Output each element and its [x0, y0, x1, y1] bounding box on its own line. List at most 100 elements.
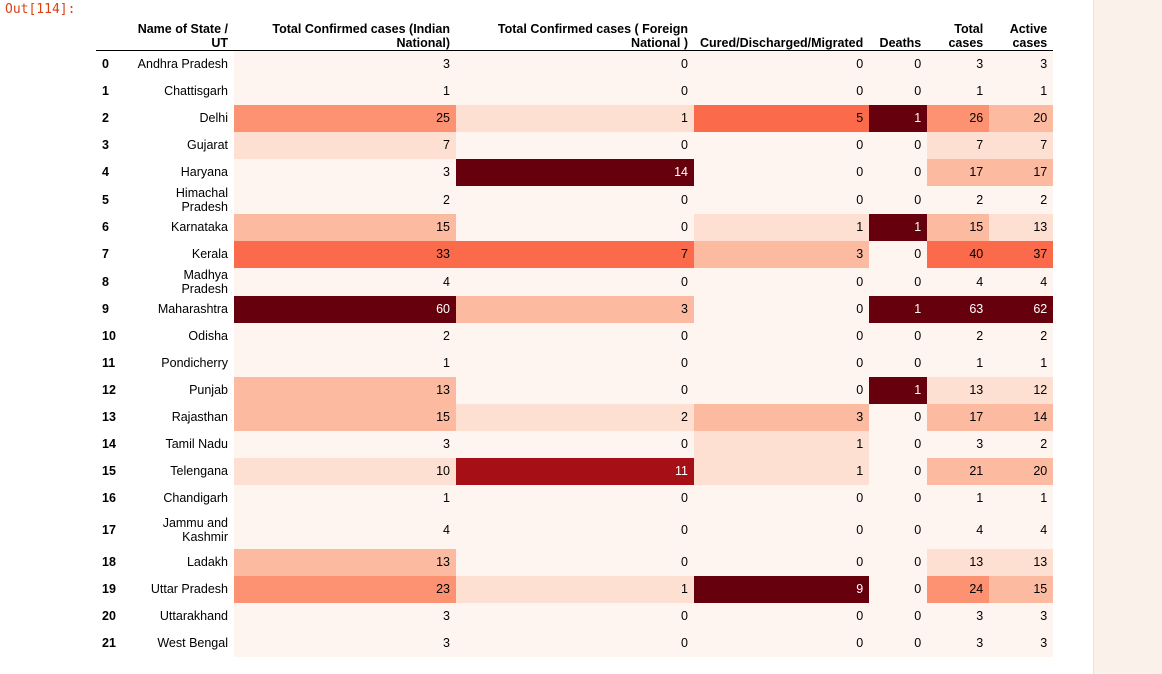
indian-cell: 33: [234, 240, 456, 268]
cured-cell: 1: [694, 430, 870, 458]
row-index: 16: [102, 491, 116, 505]
foreign-cell: 7: [456, 240, 694, 268]
cured-cell: 3: [694, 403, 870, 431]
total-cell: 17: [927, 403, 990, 431]
foreign-cell: 0: [456, 185, 694, 214]
foreign-cell: 0: [456, 629, 694, 657]
deaths-cell: 0: [869, 240, 928, 268]
cured-cell: 0: [694, 50, 870, 78]
total-cell: 3: [927, 50, 990, 78]
cured-cell: 0: [694, 602, 870, 630]
state-name-cell: Chandigarh: [163, 491, 228, 505]
total-cell: 3: [927, 430, 990, 458]
deaths-cell: 0: [869, 403, 928, 431]
cured-cell: 3: [694, 240, 870, 268]
foreign-cell: 0: [456, 602, 694, 630]
row-index: 5: [102, 192, 109, 207]
table-row: 5 Himachal Pradesh 2 0 0 0 2 2: [96, 185, 1054, 214]
table-row: 12 Punjab 13 0 0 1 13 12: [96, 376, 1054, 404]
total-cell: 15: [927, 213, 990, 241]
state-name-cell: Himachal Pradesh: [175, 185, 228, 214]
indian-cell: 1: [234, 349, 456, 377]
foreign-cell: 0: [456, 511, 694, 549]
state-name-cell: Chattisgarh: [164, 84, 228, 98]
deaths-cell: 0: [869, 484, 928, 512]
cured-cell: 0: [694, 548, 870, 576]
total-cell: 3: [927, 602, 990, 630]
row-index: 11: [102, 356, 116, 370]
cured-cell: 0: [694, 295, 870, 323]
active-cell: 13: [989, 213, 1054, 241]
row-index: 14: [102, 437, 116, 451]
col-header-foreign: Total Confirmed cases ( Foreign National…: [456, 16, 694, 51]
foreign-cell: 0: [456, 50, 694, 78]
active-cell: 2: [989, 185, 1054, 214]
col-header-cured: Cured/Discharged/Migrated: [694, 16, 870, 51]
active-cell: 2: [989, 430, 1054, 458]
row-index: 0: [102, 57, 109, 72]
row-index: 20: [102, 609, 116, 623]
state-name-cell: Ladakh: [186, 555, 228, 569]
table-row: 9 Maharashtra 60 3 0 1 63 62: [96, 295, 1054, 323]
state-name-cell: Pondicherry: [161, 356, 228, 370]
table-row: 2 Delhi 25 1 5 1 26 20: [96, 104, 1054, 132]
indian-cell: 25: [234, 104, 456, 132]
total-cell: 1: [927, 484, 990, 512]
active-cell: 37: [989, 240, 1054, 268]
indian-cell: 15: [234, 213, 456, 241]
foreign-cell: 0: [456, 213, 694, 241]
cured-cell: 0: [694, 484, 870, 512]
state-name-cell: Haryana: [180, 165, 228, 179]
indian-cell: 3: [234, 602, 456, 630]
deaths-cell: 0: [869, 185, 928, 214]
total-cell: 26: [927, 104, 990, 132]
table-row: 17 Jammu and Kashmir 4 0 0 0 4 4: [96, 511, 1054, 549]
row-index: 3: [102, 138, 109, 152]
deaths-cell: 1: [869, 295, 928, 323]
indian-cell: 4: [234, 511, 456, 549]
total-cell: 7: [927, 131, 990, 159]
table-body: 0 Andhra Pradesh 3 0 0 0 3 3 1 Chattisgarh 1 0 0 0 1 1 2…: [96, 50, 1054, 657]
indian-cell: 2: [234, 322, 456, 350]
active-cell: 7: [989, 131, 1054, 159]
state-name-cell: West Bengal: [157, 636, 228, 650]
deaths-cell: 1: [869, 376, 928, 404]
indian-cell: 13: [234, 548, 456, 576]
active-cell: 3: [989, 629, 1054, 657]
col-header-indian: Total Confirmed cases (Indian National): [234, 16, 456, 51]
cured-cell: 0: [694, 131, 870, 159]
cured-cell: 0: [694, 376, 870, 404]
indian-cell: 3: [234, 430, 456, 458]
dataframe-table: Name of State / UT Total Confirmed cases…: [96, 16, 1054, 657]
row-index: 10: [102, 329, 116, 343]
col-header-active: Active cases: [989, 16, 1054, 51]
indian-cell: 15: [234, 403, 456, 431]
table-row: 15 Telengana 10 11 1 0 21 20: [96, 457, 1054, 485]
deaths-cell: 0: [869, 322, 928, 350]
active-cell: 20: [989, 104, 1054, 132]
foreign-cell: 0: [456, 484, 694, 512]
state-name-cell: Odisha: [188, 329, 228, 343]
total-cell: 13: [927, 376, 990, 404]
deaths-cell: 0: [869, 267, 928, 296]
total-cell: 24: [927, 575, 990, 603]
total-cell: 17: [927, 158, 990, 186]
foreign-cell: 2: [456, 403, 694, 431]
total-cell: 21: [927, 457, 990, 485]
cured-cell: 0: [694, 349, 870, 377]
table-row: 19 Uttar Pradesh 23 1 9 0 24 15: [96, 575, 1054, 603]
row-index: 17: [102, 523, 116, 537]
deaths-cell: 0: [869, 629, 928, 657]
foreign-cell: 14: [456, 158, 694, 186]
table-row: 16 Chandigarh 1 0 0 0 1 1: [96, 484, 1054, 512]
total-cell: 1: [927, 349, 990, 377]
index-header: [96, 16, 128, 51]
cured-cell: 0: [694, 629, 870, 657]
indian-cell: 3: [234, 629, 456, 657]
indian-cell: 7: [234, 131, 456, 159]
active-cell: 14: [989, 403, 1054, 431]
cured-cell: 0: [694, 511, 870, 549]
row-index: 9: [102, 302, 109, 316]
total-cell: 4: [927, 511, 990, 549]
table-row: 14 Tamil Nadu 3 0 1 0 3 2: [96, 430, 1054, 458]
